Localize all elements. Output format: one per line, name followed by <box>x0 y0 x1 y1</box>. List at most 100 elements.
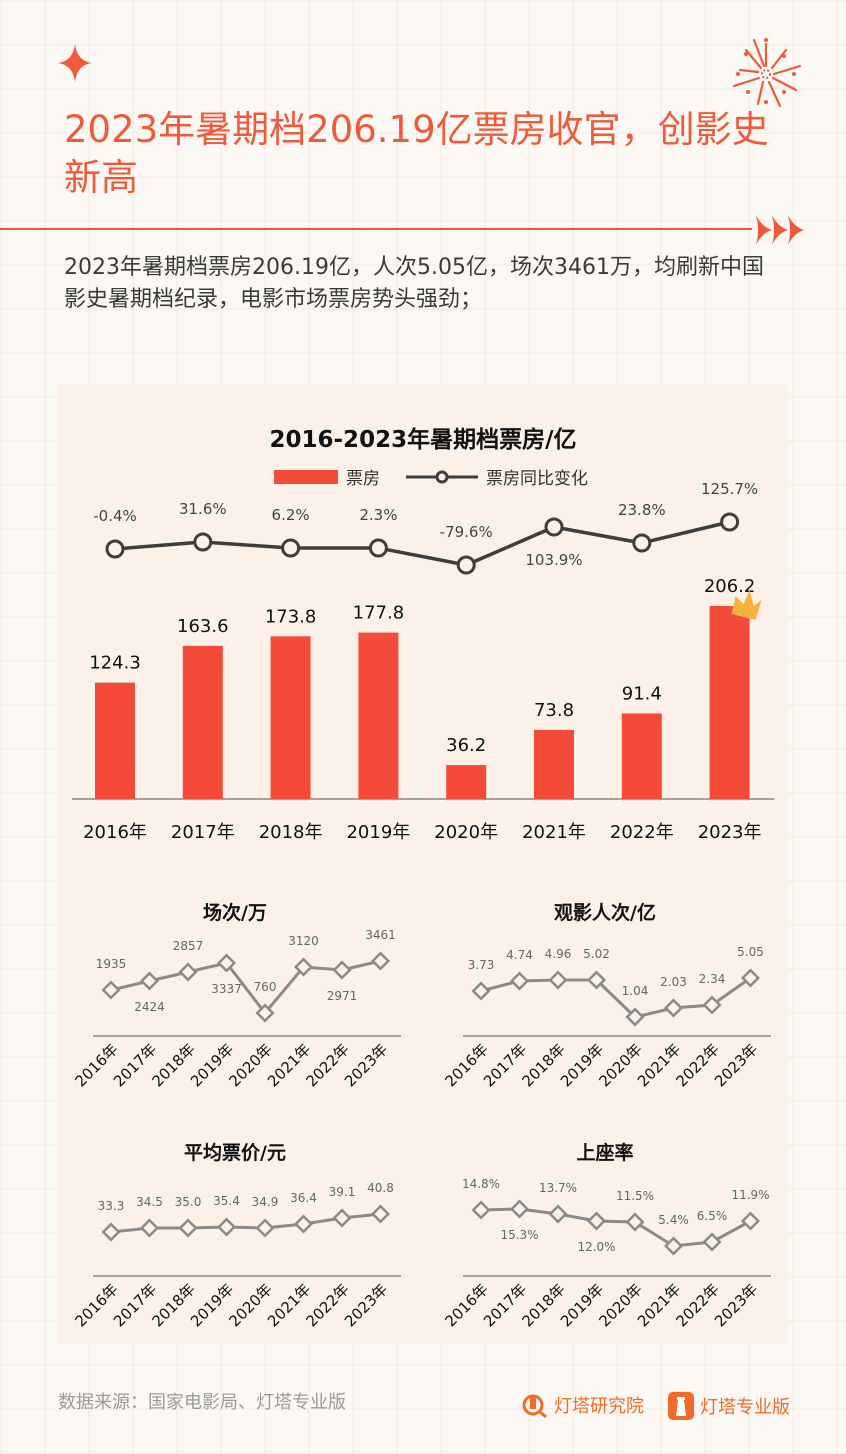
yoy-label: 125.7% <box>701 480 758 498</box>
data-point <box>255 1003 275 1023</box>
data-point <box>509 1199 530 1219</box>
x-tick-label: 2019年 <box>346 822 410 843</box>
bar-value-label: 173.8 <box>265 606 317 627</box>
yoy-point <box>720 512 740 532</box>
point-label: 3337 <box>211 982 242 996</box>
data-point <box>101 980 121 1000</box>
point-label: 760 <box>254 980 277 994</box>
data-point <box>471 1200 491 1220</box>
yoy-label: 23.8% <box>618 501 666 519</box>
point-label: 5.4% <box>658 1213 689 1227</box>
point-label: 34.5 <box>136 1195 163 1209</box>
point-label: 12.0% <box>577 1240 615 1254</box>
yoy-line <box>114 520 731 567</box>
data-point <box>740 968 761 988</box>
data-point <box>370 1204 391 1224</box>
x-tick-label: 2023年 <box>341 1280 391 1330</box>
x-tick-label: 2023年 <box>341 1040 391 1090</box>
yoy-point <box>105 539 125 559</box>
data-point <box>509 971 530 991</box>
legend-line-label: 票房同比变化 <box>486 469 588 489</box>
bar-value-label: 124.3 <box>89 653 141 674</box>
point-label: 3120 <box>288 934 319 948</box>
x-tick-label: 2021年 <box>522 822 586 843</box>
triple-arrow-icon <box>756 215 804 245</box>
point-label: 11.9% <box>731 1188 769 1202</box>
small-chart-title: 平均票价/元 <box>184 1141 286 1164</box>
point-label: 1935 <box>96 957 127 971</box>
bar-value-label: 73.8 <box>534 700 574 721</box>
crown-icon <box>731 590 762 620</box>
data-point <box>178 962 198 982</box>
x-tick-label: 2017年 <box>171 822 235 843</box>
summary-text: 2023年暑期档票房206.19亿，人次5.05亿，场次3461万，均刷新中国影… <box>64 255 764 312</box>
legend-bar-label: 票房 <box>346 469 380 489</box>
data-point <box>101 1222 121 1242</box>
lighthouse-icon <box>668 1392 694 1420</box>
bar <box>358 632 399 799</box>
yoy-point <box>281 538 301 558</box>
point-label: 3461 <box>365 928 396 942</box>
data-point <box>702 995 722 1015</box>
chart-panel: 2016-2023年暑期档票房/亿 票房 票房同比变化 124.3 2016年 16… <box>58 384 788 1344</box>
point-label: 2971 <box>327 989 358 1003</box>
x-tick-label: 2018年 <box>259 822 323 843</box>
bar <box>95 682 135 799</box>
data-point <box>471 981 491 1001</box>
data-point <box>255 1218 275 1238</box>
data-point <box>293 957 314 977</box>
point-label: 6.5% <box>697 1209 728 1223</box>
x-tick-label: 2023年 <box>698 822 762 843</box>
title-divider <box>0 228 752 230</box>
data-point <box>178 1218 198 1238</box>
data-point <box>548 1204 568 1224</box>
yoy-point <box>544 517 564 537</box>
yoy-label: -79.6% <box>440 523 493 541</box>
bar <box>621 713 662 799</box>
point-label: 2.03 <box>660 975 687 989</box>
bar-value-label: 177.8 <box>353 603 405 624</box>
data-point <box>625 1007 645 1027</box>
bar-value-label: 36.2 <box>446 735 486 756</box>
bar <box>709 606 750 799</box>
data-point <box>548 970 568 990</box>
point-label: 34.9 <box>252 1195 279 1209</box>
small-chart-title: 观影人次/亿 <box>554 901 656 924</box>
point-label: 1.04 <box>622 984 649 998</box>
charts-canvas: 124.3 2016年 163.6 2017年 173.8 2018年 177.8 2019年… <box>71 480 774 1330</box>
bar-value-label: 91.4 <box>622 683 662 704</box>
data-point <box>586 970 607 990</box>
point-label: 39.1 <box>329 1185 356 1199</box>
bar-value-label: 206.2 <box>704 576 756 597</box>
yoy-label: 6.2% <box>272 506 310 524</box>
point-label: 15.3% <box>500 1228 538 1242</box>
bar <box>182 645 223 799</box>
x-tick-label: 2022年 <box>610 822 674 843</box>
point-label: 4.74 <box>506 948 533 962</box>
point-label: 36.4 <box>290 1191 317 1205</box>
logo-dengta-pro[interactable]: 灯塔专业版 <box>668 1392 790 1420</box>
point-label: 5.05 <box>737 945 764 959</box>
legend-line-marker-icon <box>406 470 478 483</box>
x-tick-label: 2023年 <box>711 1040 761 1090</box>
logo-dengta-research[interactable]: 灯塔研究院 <box>522 1392 644 1418</box>
data-point <box>216 953 237 973</box>
point-label: 2424 <box>134 1000 165 1014</box>
page-title: 2023年暑期档206.19亿票房收官，创影史新高 <box>64 108 769 199</box>
bar <box>534 729 574 799</box>
data-point <box>586 1211 607 1231</box>
logo1-text: 灯塔研究院 <box>554 1396 644 1417</box>
legend-bar-swatch <box>274 469 338 484</box>
data-point <box>740 1211 761 1231</box>
point-label: 35.0 <box>175 1195 202 1209</box>
yoy-label: -0.4% <box>93 507 137 525</box>
point-label: 40.8 <box>367 1181 394 1195</box>
yoy-point <box>632 533 652 553</box>
data-point <box>139 1218 160 1238</box>
yoy-point <box>368 538 388 558</box>
yoy-point <box>193 532 213 552</box>
x-tick-label: 2023年 <box>711 1280 761 1330</box>
yoy-point <box>456 555 476 575</box>
logo2-text: 灯塔专业版 <box>700 1397 790 1418</box>
data-source: 数据来源：国家电影局、灯塔专业版 <box>58 1392 346 1413</box>
